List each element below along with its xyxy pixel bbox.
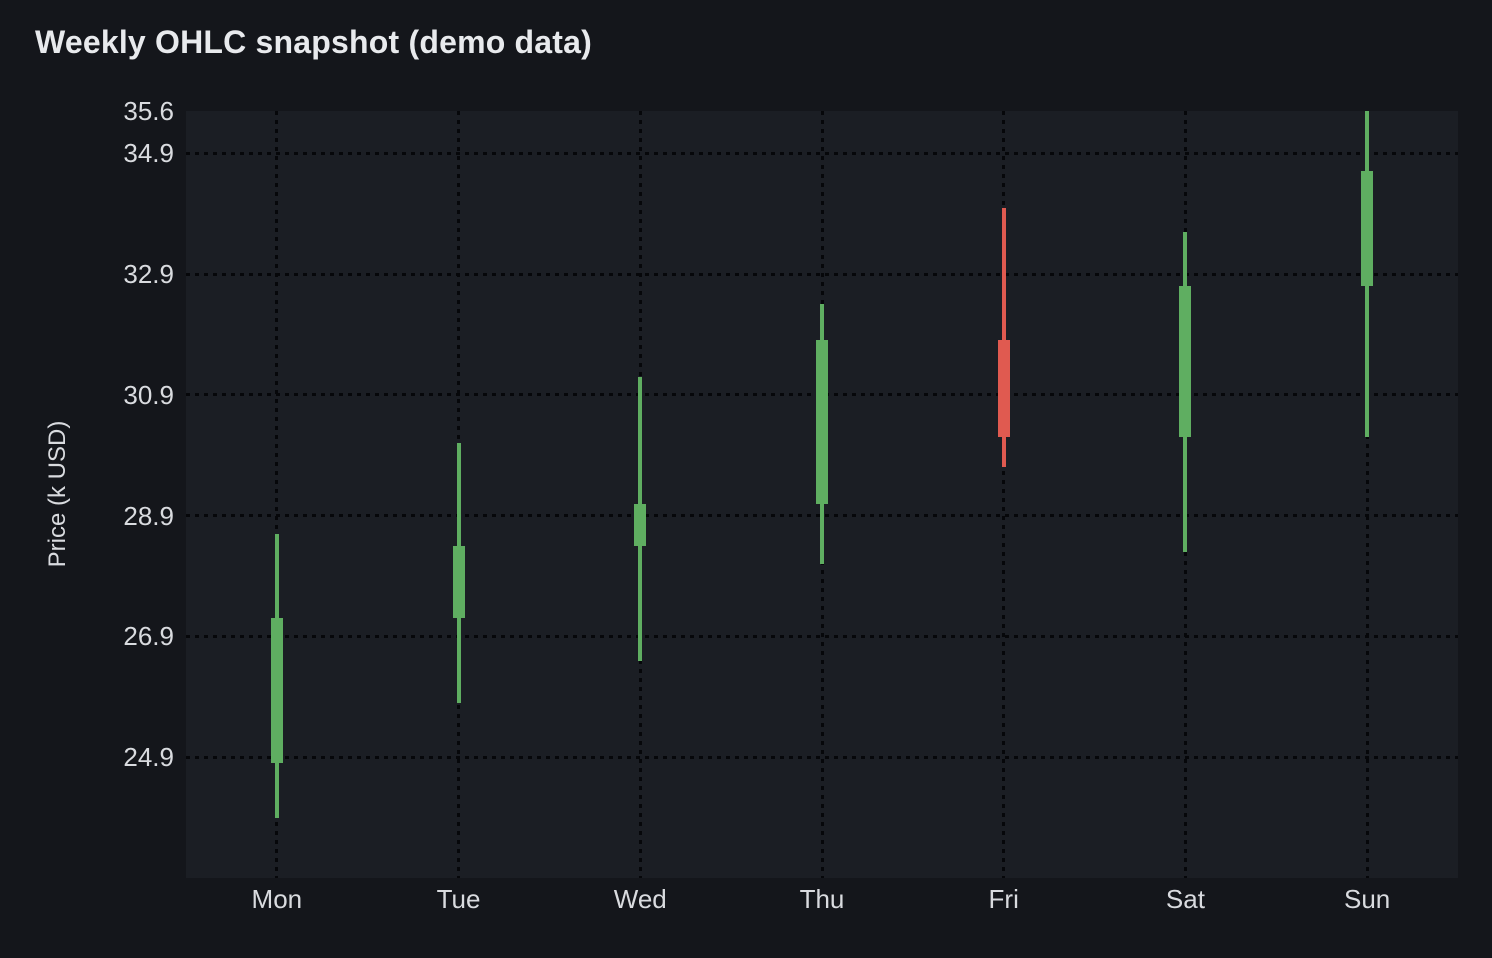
candle-body xyxy=(997,340,1010,438)
y-tick-label: 32.9 xyxy=(123,259,174,290)
candle-body xyxy=(816,340,828,504)
y-tick-label: 30.9 xyxy=(123,379,174,410)
y-tick-label: 28.9 xyxy=(123,500,174,531)
candle-body xyxy=(270,618,283,764)
x-tick-label-sun: Sun xyxy=(1344,884,1391,914)
y-tick-label: 26.9 xyxy=(123,621,174,652)
candle-body xyxy=(634,503,647,546)
x-tick-label-thu: Thu xyxy=(799,884,845,914)
y-tick-label: 34.9 xyxy=(123,138,174,169)
candle-body xyxy=(452,545,465,619)
candle-body xyxy=(1361,171,1374,287)
candle-wick xyxy=(1001,207,1006,468)
v-gridline xyxy=(1002,111,1006,878)
candle-body xyxy=(1179,286,1192,438)
y-axis-label: Price (k USD) xyxy=(44,420,71,568)
x-tick-label-fri: Fri xyxy=(988,884,1019,914)
x-tick-label-wed: Wed xyxy=(613,884,667,914)
x-tick-label-mon: Mon xyxy=(251,884,303,914)
v-gridline xyxy=(275,111,279,878)
y-tick-label: 24.9 xyxy=(123,742,174,773)
v-gridline xyxy=(1365,111,1369,878)
plot-area xyxy=(186,111,1458,878)
y-tick-label: 35.6 xyxy=(123,96,174,126)
x-tick-label-tue: Tue xyxy=(436,884,481,914)
chart-title: Weekly OHLC snapshot (demo data) xyxy=(35,24,593,60)
x-tick-label-sat: Sat xyxy=(1165,884,1205,914)
